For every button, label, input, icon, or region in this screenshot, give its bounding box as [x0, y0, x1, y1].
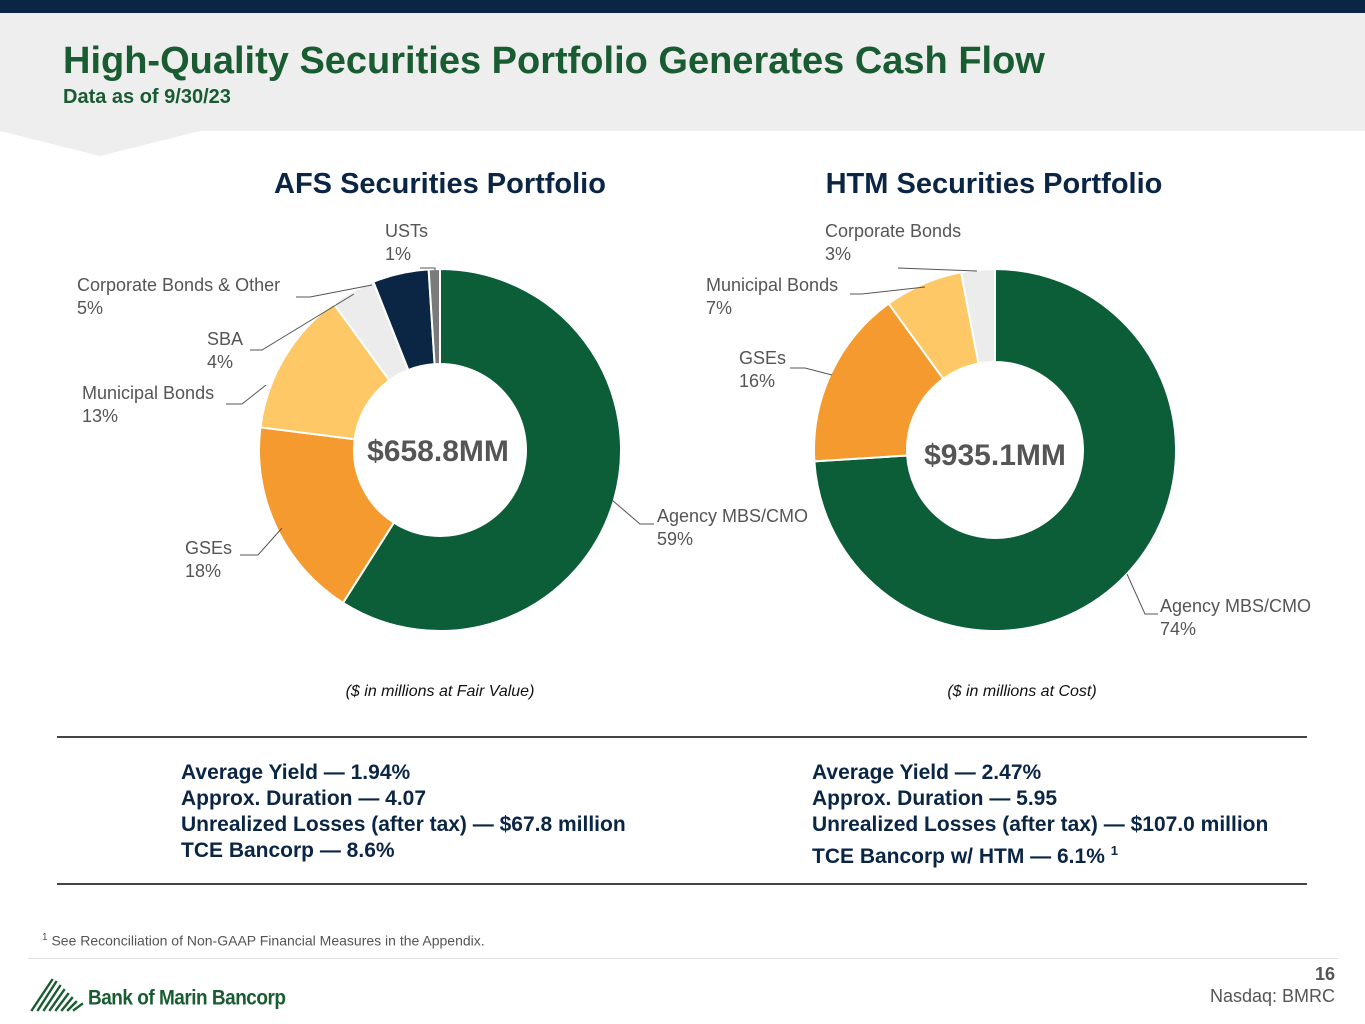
- htm-note: ($ in millions at Cost): [947, 683, 1096, 700]
- afs-pct-gses: 18%: [185, 561, 221, 581]
- htm-label-agency: Agency MBS/CMO: [1160, 596, 1311, 616]
- charts-canvas: AFS Securities Portfolio $658.8MM ($ in …: [77, 168, 1311, 700]
- afs-slice-usts: [427, 267, 441, 366]
- afs-chart-title: AFS Securities Portfolio: [274, 168, 606, 200]
- afs-note: ($ in millions at Fair Value): [346, 683, 535, 700]
- page-subtitle: Data as of 9/30/23: [63, 86, 231, 108]
- metrics-bottom-rule: [57, 883, 1307, 885]
- afs-pct-muni: 13%: [82, 406, 118, 426]
- htm-label-gses: GSEs: [739, 348, 786, 368]
- htm-chart: HTM Securities Portfolio $935.1MM ($ in …: [813, 168, 1177, 700]
- footnote-marker: 1: [42, 932, 48, 943]
- afs-label-sba: SBA: [207, 329, 243, 349]
- page-title: High-Quality Securities Portfolio Genera…: [63, 40, 1045, 82]
- ticker-symbol: Nasdaq: BMRC: [1209, 986, 1335, 1006]
- afs-leader-corp: [296, 284, 373, 298]
- afs-metrics: Average Yield — 1.94% Approx. Duration —…: [181, 760, 626, 864]
- footer-divider: [28, 958, 1338, 959]
- afs-average-yield: Average Yield — 1.94%: [181, 761, 411, 784]
- htm-leader-muni: [850, 286, 926, 295]
- afs-tce: TCE Bancorp — 8.6%: [181, 839, 395, 862]
- htm-tce-footnote-marker: 1: [1110, 843, 1118, 858]
- htm-duration: Approx. Duration — 5.95: [812, 787, 1058, 810]
- afs-label-usts: USTs: [385, 221, 428, 241]
- metrics-top-rule: [57, 736, 1307, 738]
- afs-leader-sba: [250, 293, 355, 351]
- htm-chart-title: HTM Securities Portfolio: [826, 168, 1163, 200]
- htm-average-yield: Average Yield — 2.47%: [812, 761, 1042, 784]
- afs-leader-agency: [611, 499, 654, 525]
- htm-leader-corp: [897, 267, 978, 272]
- bank-logo-text: Bank of Marin Bancorp: [88, 986, 286, 1010]
- htm-unrealized-losses: Unrealized Losses (after tax) — $107.0 m…: [812, 813, 1269, 836]
- htm-pct-muni: 7%: [706, 298, 732, 318]
- htm-label-muni: Municipal Bonds: [706, 275, 838, 295]
- bank-logo-icon: [30, 978, 84, 1012]
- afs-label-agency: Agency MBS/CMO: [657, 506, 808, 526]
- afs-slice-agency-mbs-cmo: [341, 267, 622, 632]
- htm-pct-agency: 74%: [1160, 619, 1196, 639]
- top-bar: [0, 0, 1365, 13]
- htm-center-total: $935.1MM: [924, 439, 1066, 472]
- afs-pct-corp: 5%: [77, 298, 103, 318]
- footnote: 1 See Reconciliation of Non-GAAP Financi…: [42, 932, 485, 949]
- footnote-text: See Reconciliation of Non-GAAP Financial…: [51, 932, 485, 949]
- afs-slice-gses: [258, 426, 396, 605]
- page-number: 16: [1314, 964, 1335, 984]
- afs-pct-usts: 1%: [385, 244, 411, 264]
- htm-leader-agency: [1126, 573, 1158, 615]
- afs-label-corp: Corporate Bonds & Other: [77, 275, 280, 295]
- htm-metrics: Average Yield — 2.47% Approx. Duration —…: [812, 760, 1269, 868]
- htm-leader-gses: [790, 367, 833, 376]
- label-leader-lines: [226, 267, 1158, 615]
- htm-tce: TCE Bancorp w/ HTM — 6.1%: [812, 845, 1105, 868]
- htm-slice-agency-mbs-cmo: [813, 267, 1177, 632]
- afs-leader-muni: [226, 384, 267, 405]
- afs-leader-usts: [420, 267, 436, 270]
- htm-slice-gses: [813, 302, 945, 463]
- afs-unrealized-losses: Unrealized Losses (after tax) — $67.8 mi…: [181, 813, 626, 836]
- htm-slice-labels: Agency MBS/CMO 74% GSEs 16% Municipal Bo…: [706, 221, 1311, 639]
- afs-slice-labels: Agency MBS/CMO 59% GSEs 18% Municipal Bo…: [77, 221, 808, 581]
- afs-chart: AFS Securities Portfolio $658.8MM ($ in …: [258, 168, 622, 700]
- afs-label-gses: GSEs: [185, 538, 232, 558]
- htm-pct-corp: 3%: [825, 244, 851, 264]
- htm-pct-gses: 16%: [739, 371, 775, 391]
- afs-center-total: $658.8MM: [367, 435, 509, 468]
- header-band: [0, 13, 1365, 131]
- afs-label-muni: Municipal Bonds: [82, 383, 214, 403]
- htm-label-corp: Corporate Bonds: [825, 221, 961, 241]
- afs-pct-agency: 59%: [657, 529, 693, 549]
- afs-leader-gses: [240, 527, 283, 556]
- htm-tce-row: TCE Bancorp w/ HTM — 6.1% 1: [812, 838, 1268, 868]
- afs-pct-sba: 4%: [207, 352, 233, 372]
- afs-duration: Approx. Duration — 4.07: [181, 787, 427, 810]
- header-notch: [0, 131, 200, 156]
